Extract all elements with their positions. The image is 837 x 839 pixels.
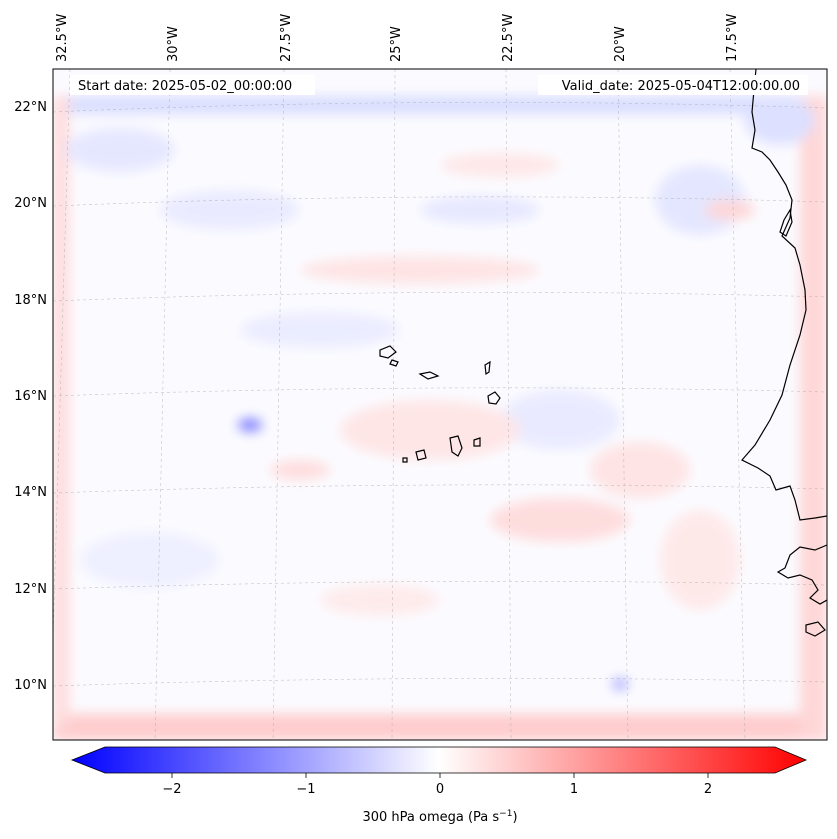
lon-label: 17.5°W (725, 14, 740, 62)
start-date-label: Start date: 2025-05-02_00:00:00 (78, 79, 292, 94)
coastline (379, 69, 827, 637)
lat-label: 18°N (14, 293, 47, 308)
lon-label: 32.5°W (55, 14, 70, 62)
colorbar-tick-label: 2 (704, 782, 712, 797)
lon-label: 20°W (613, 26, 628, 62)
lat-labels: 22°N 20°N 18°N 16°N 14°N 12°N 10°N (14, 100, 47, 693)
colorbar: −2 −1 0 1 2 300 hPa omega (Pa s−1) (70, 746, 808, 825)
colorbar-tick-label: −1 (296, 782, 315, 797)
lon-label: 27.5°W (279, 14, 294, 62)
colorbar-tick-label: 0 (436, 782, 444, 797)
lat-label: 14°N (14, 485, 47, 500)
lon-label: 30°W (166, 26, 181, 62)
map-frame (52, 68, 828, 741)
colorbar-tick-label: −2 (162, 782, 181, 797)
omega-field (53, 69, 827, 740)
lat-label: 10°N (14, 678, 47, 693)
colorbar-ticks: −2 −1 0 1 2 (162, 773, 712, 797)
lon-labels: 32.5°W 30°W 27.5°W 25°W 22.5°W 20°W 17.5… (55, 14, 740, 62)
lat-label: 20°N (14, 196, 47, 211)
colorbar-label: 300 hPa omega (Pa s−1) (362, 809, 517, 825)
lon-label: 25°W (389, 26, 404, 62)
lat-label: 22°N (14, 100, 47, 115)
colorbar-gradient (70, 746, 808, 774)
valid-date-box (538, 75, 808, 95)
lat-label: 16°N (14, 389, 47, 404)
start-date-box (70, 75, 315, 95)
colorbar-tick-label: 1 (570, 782, 578, 797)
lat-label: 12°N (14, 582, 47, 597)
lon-label: 22.5°W (501, 14, 516, 62)
valid-date-label: Valid_date: 2025-05-04T12:00:00.00 (562, 79, 800, 94)
